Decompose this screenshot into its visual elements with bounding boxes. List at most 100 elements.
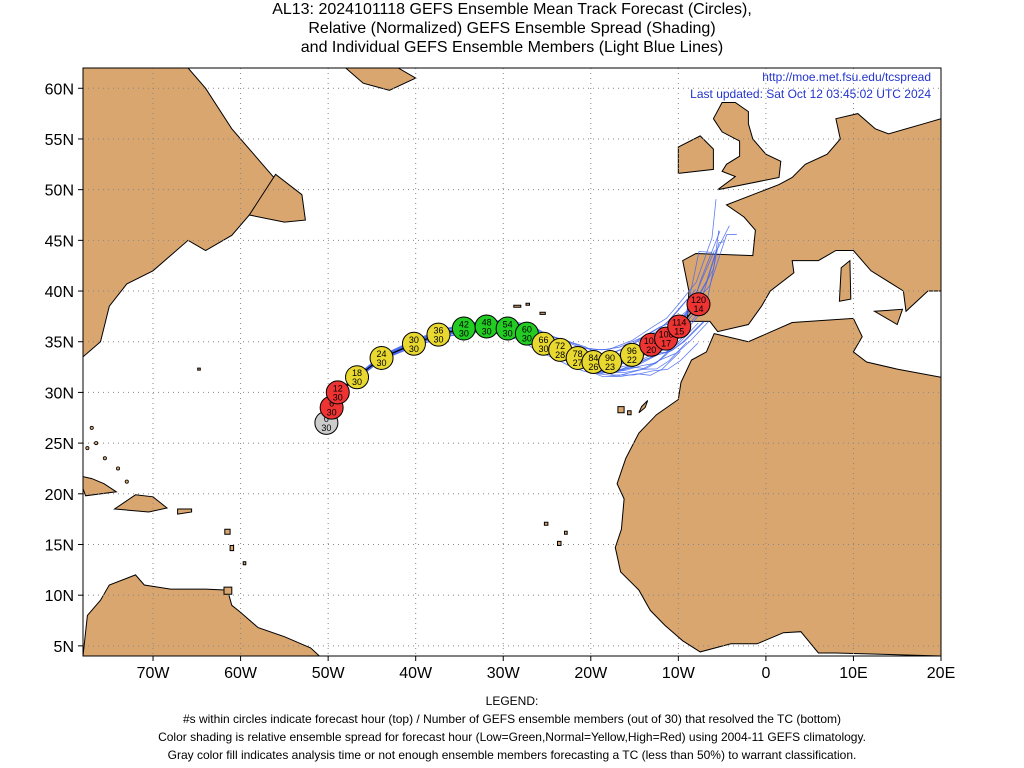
track-circle xyxy=(369,345,394,370)
member-count-label: 30 xyxy=(459,329,469,339)
land-bahamas-island xyxy=(124,479,129,484)
chart-title: AL13: 2024101118 GEFS Ensemble Mean Trac… xyxy=(0,0,1024,57)
lon-tick-label: 50W xyxy=(312,665,346,682)
forecast-hour-label: 90 xyxy=(605,353,615,363)
forecast-hour-label: 12 xyxy=(333,383,343,393)
lat-tick-label: 10N xyxy=(45,588,74,605)
forecast-hour-label: 96 xyxy=(627,346,637,356)
legend: LEGEND: #s within circles indicate forec… xyxy=(0,692,1024,764)
member-count-label: 14 xyxy=(693,304,703,314)
forecast-hour-label: 66 xyxy=(539,335,549,345)
land-africa xyxy=(614,317,941,656)
forecast-hour-label: 18 xyxy=(352,368,362,378)
land-sicily xyxy=(872,308,904,326)
land-bermuda xyxy=(197,367,201,371)
lon-tick-label: 70W xyxy=(137,665,171,682)
member-count-label: 30 xyxy=(352,377,362,387)
land-newfoundland xyxy=(248,173,306,223)
land-bahamas-island xyxy=(102,456,107,461)
member-count-label: 17 xyxy=(661,339,671,349)
track-circle xyxy=(686,292,711,317)
land-masses xyxy=(83,68,941,656)
lon-tick-label: 10W xyxy=(662,665,696,682)
forecast-hour-label: 36 xyxy=(433,326,443,336)
lon-tick-label: 20W xyxy=(574,665,608,682)
lat-tick-label: 15N xyxy=(45,537,74,554)
forecast-hour-label: 48 xyxy=(482,318,492,328)
land-puerto-rico xyxy=(177,508,193,515)
track-circle xyxy=(325,380,350,405)
lon-tick-label: 30W xyxy=(487,665,521,682)
land-boa-vista-cv xyxy=(564,530,568,535)
land-gran-canaria xyxy=(627,410,632,416)
land-iceland xyxy=(555,68,649,69)
legend-line-1: #s within circles indicate forecast hour… xyxy=(182,712,842,726)
forecast-hour-label: 114 xyxy=(672,318,686,328)
lat-tick-label: 5N xyxy=(54,639,74,656)
land-bahamas-island xyxy=(94,441,99,446)
land-ireland xyxy=(677,135,714,174)
land-cuba xyxy=(83,476,118,497)
legend-heading: LEGEND: xyxy=(485,694,539,708)
lat-tick-label: 40N xyxy=(45,284,74,301)
lat-tick-label: 55N xyxy=(45,132,74,149)
track-circle xyxy=(426,322,451,347)
track-circle xyxy=(619,342,644,367)
land-bahamas-island xyxy=(85,446,90,451)
legend-line-3: Gray color fill indicates analysis time … xyxy=(167,748,857,762)
land-bahamas-island xyxy=(89,425,94,430)
land-guadeloupe xyxy=(224,528,231,535)
track-circle xyxy=(667,314,692,339)
lat-tick-label: 35N xyxy=(45,335,74,352)
member-count-label: 30 xyxy=(482,327,492,337)
lon-tick-label: 40W xyxy=(399,665,433,682)
forecast-hour-label: 108 xyxy=(659,330,674,340)
land-europe xyxy=(682,68,941,333)
land-barbados xyxy=(242,561,247,566)
land-hispaniola xyxy=(113,494,169,513)
land-santo-antao-cv xyxy=(543,521,549,526)
lat-lon-grid xyxy=(83,68,941,656)
land-bahamas-island xyxy=(116,466,121,471)
member-count-label: 30 xyxy=(333,392,343,402)
title-line-1: AL13: 2024101118 GEFS Ensemble Mean Trac… xyxy=(272,1,752,18)
lon-tick-label: 60W xyxy=(224,665,258,682)
longitude-ticks: 70W 60W 50W 40W 30W 20W 10W 0 10E 20E xyxy=(137,656,955,682)
member-count-label: 27 xyxy=(573,358,583,368)
forecast-hour-label: 84 xyxy=(588,353,598,363)
member-count-label: 30 xyxy=(539,344,549,354)
land-terceira xyxy=(525,302,530,306)
lat-tick-label: 25N xyxy=(45,436,74,453)
forecast-hour-label: 102 xyxy=(644,336,659,346)
lat-tick-label: 30N xyxy=(45,385,74,402)
legend-line-2: Color shading is relative ensemble sprea… xyxy=(158,730,866,744)
forecast-hour-label: 72 xyxy=(555,341,565,351)
member-count-label: 30 xyxy=(377,358,387,368)
member-count-label: 26 xyxy=(588,362,598,372)
land-tenerife xyxy=(617,406,625,414)
member-count-label: 30 xyxy=(321,423,331,433)
lon-tick-label: 0 xyxy=(761,665,770,682)
land-south-america xyxy=(83,574,321,656)
source-url[interactable]: http://moe.met.fsu.edu/tcspread xyxy=(762,70,931,84)
member-count-label: 30 xyxy=(503,329,513,339)
forecast-hour-label: 78 xyxy=(573,349,583,359)
forecast-hour-label: 0 xyxy=(324,414,329,424)
member-count-label: 22 xyxy=(627,355,637,365)
member-count-label: 23 xyxy=(605,362,615,372)
lon-tick-label: 10E xyxy=(839,665,867,682)
member-count-label: 20 xyxy=(646,345,656,355)
forecast-hour-label: 24 xyxy=(377,349,387,359)
member-count-label: 30 xyxy=(327,408,337,418)
member-count-label: 30 xyxy=(409,344,419,354)
land-martinique xyxy=(229,545,235,552)
land-fuerteventura xyxy=(638,400,649,414)
